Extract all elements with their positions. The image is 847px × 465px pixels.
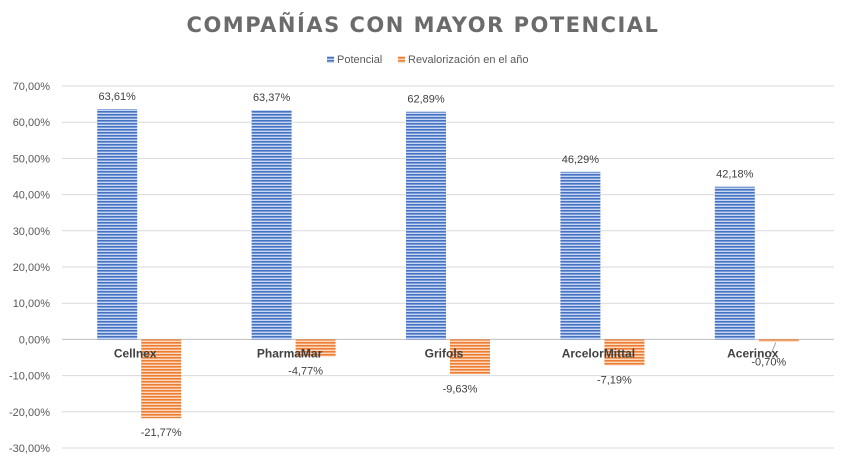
- data-label-revalorizacion: -4,77%: [288, 366, 323, 378]
- data-label-potencial: 62,89%: [407, 94, 445, 106]
- data-label-revalorizacion: -7,19%: [597, 374, 632, 386]
- bar-revalorizacion: [604, 339, 645, 366]
- y-axis: 70,00% 60,00% 50,00% 40,00% 30,00% 20,00% 10,0…: [9, 81, 50, 455]
- data-labels: 63,61% -21,77% 63,37% -4,77% 62,89% -9,63% 46,…: [99, 91, 787, 439]
- y-tick-label: 50,00%: [13, 153, 51, 165]
- data-label-revalorizacion: -21,77%: [141, 427, 182, 439]
- y-tick-label: 10,00%: [13, 298, 51, 310]
- bar-potencial: [251, 110, 292, 340]
- bar-revalorizacion: [295, 339, 336, 357]
- bar-revalorizacion: [758, 339, 799, 342]
- legend-label-potencial: Potencial: [337, 54, 382, 66]
- gridlines: [62, 85, 834, 449]
- legend-swatch-potencial: [327, 56, 334, 63]
- data-label-revalorizacion: -0,70%: [751, 356, 786, 368]
- legend-label-revalorizacion: Revalorización en el año: [408, 54, 528, 66]
- y-tick-label: -20,00%: [9, 407, 50, 419]
- chart-title: COMPAÑÍAS CON MAYOR POTENCIAL: [187, 12, 660, 37]
- category-label: Acerinox: [727, 346, 779, 360]
- data-label-potencial: 46,29%: [562, 154, 600, 166]
- data-label-potencial: 63,37%: [253, 92, 291, 104]
- bar-potencial: [406, 111, 446, 340]
- y-tick-label: -30,00%: [9, 443, 50, 455]
- category-label: Grifols: [425, 346, 464, 360]
- data-label-potencial: 63,61%: [99, 91, 137, 103]
- data-label-potencial: 42,18%: [716, 169, 754, 181]
- y-tick-label: 60,00%: [13, 117, 51, 129]
- bar-revalorizacion: [141, 339, 182, 419]
- bar-potencial: [97, 109, 138, 340]
- category-label: ArcelorMittal: [562, 346, 635, 360]
- y-tick-label: 40,00%: [13, 190, 51, 202]
- y-tick-label: 30,00%: [13, 226, 51, 238]
- legend-swatch-revalorizacion: [398, 56, 405, 63]
- category-label: Cellnex: [114, 346, 157, 360]
- legend: Potencial Revalorización en el año: [327, 54, 528, 66]
- bars: [97, 109, 799, 419]
- y-tick-label: -10,00%: [9, 371, 50, 383]
- bar-potencial: [560, 171, 601, 340]
- bar-potencial: [714, 186, 755, 340]
- bar-revalorizacion: [450, 339, 490, 375]
- y-tick-label: 0,00%: [19, 334, 50, 346]
- leader-line: [770, 342, 777, 355]
- y-tick-label: 70,00%: [13, 81, 51, 93]
- data-label-revalorizacion: -9,63%: [443, 383, 478, 395]
- category-labels: Cellnex PharmaMar Grifols ArcelorMittal Acer…: [114, 346, 779, 360]
- y-tick-label: 20,00%: [13, 262, 51, 274]
- category-label: PharmaMar: [257, 346, 323, 360]
